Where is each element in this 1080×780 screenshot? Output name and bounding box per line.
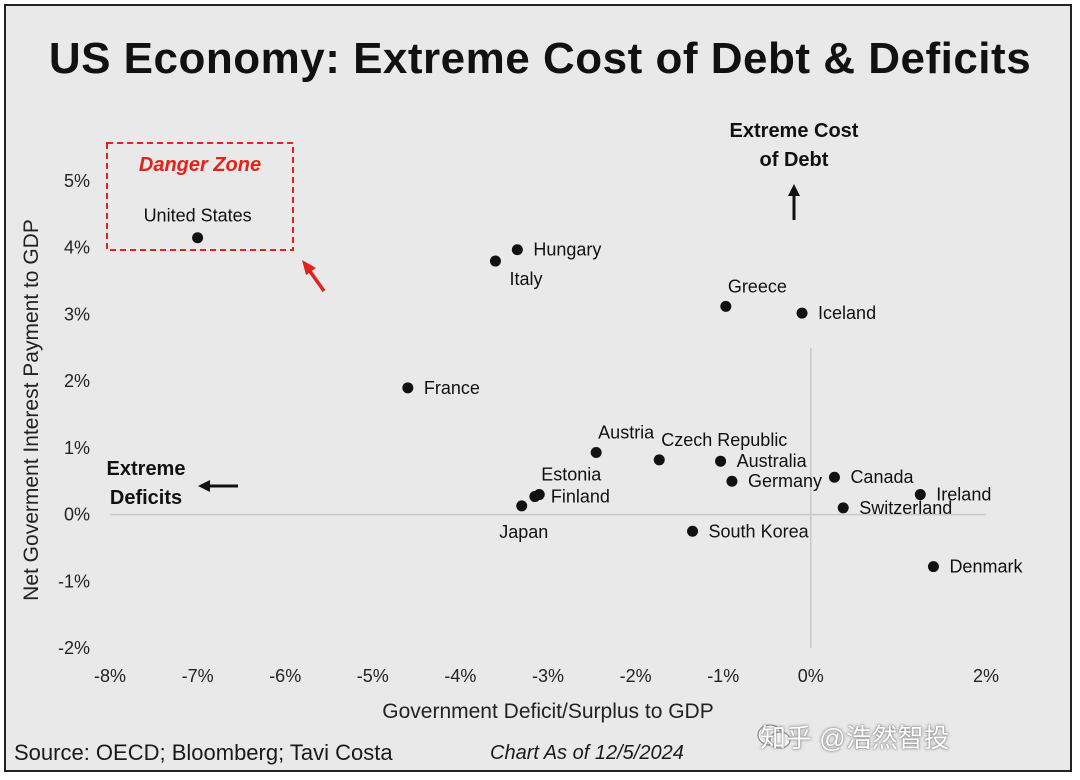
x-tick-label: 0% [798, 666, 824, 686]
label-denmark: Denmark [949, 557, 1023, 577]
chart-title: US Economy: Extreme Cost of Debt & Defic… [48, 34, 1032, 83]
chart-frame [4, 4, 1072, 772]
label-canada: Canada [850, 467, 914, 487]
label-czech-republic: Czech Republic [661, 430, 787, 450]
point-united-states [192, 232, 204, 244]
point-iceland [796, 307, 808, 319]
source-note: Source: OECD; Bloomberg; Tavi Costa [14, 740, 393, 765]
point-hungary [511, 244, 523, 256]
label-italy: Italy [509, 269, 542, 289]
point-denmark [927, 561, 939, 573]
y-tick-label: 0% [64, 505, 90, 525]
x-tick-label: -8% [94, 666, 126, 686]
label-austria: Austria [598, 423, 655, 443]
x-tick-label: -7% [182, 666, 214, 686]
data-points: United States Hungary Italy Greece Iceland Fr… [144, 206, 1024, 577]
label-greece: Greece [728, 276, 787, 296]
danger-arrow-head [302, 260, 316, 275]
point-canada [828, 471, 840, 483]
x-tick-label: 2% [973, 666, 999, 686]
left-arrow-head [198, 480, 210, 492]
point-france [402, 382, 414, 394]
x-axis-title: Government Deficit/Surplus to GDP [382, 700, 713, 723]
chart-date-note: Chart As of 12/5/2024 [490, 742, 684, 764]
extreme-cost-line1: Extreme Cost [730, 120, 859, 142]
y-tick-label: 1% [64, 438, 90, 458]
point-south-korea [687, 525, 699, 537]
y-tick-label: 4% [64, 238, 90, 258]
extreme-cost-line2: of Debt [760, 149, 829, 171]
label-japan: Japan [499, 522, 548, 542]
x-tick-label: -4% [444, 666, 476, 686]
point-switzerland [837, 502, 849, 514]
y-tick-label: 3% [64, 304, 90, 324]
watermark: 知乎 @浩然智投 [760, 723, 950, 753]
label-australia: Australia [737, 451, 808, 471]
point-australia [715, 455, 727, 467]
label-estonia: Estonia [541, 465, 602, 485]
point-czech-republic [653, 454, 665, 466]
label-south-korea: South Korea [709, 521, 810, 541]
point-germany [726, 475, 738, 487]
label-ireland: Ireland [936, 485, 991, 505]
y-tick-label: 2% [64, 371, 90, 391]
point-italy [489, 255, 501, 267]
danger-zone-box [106, 142, 294, 251]
extreme-deficits-line2: Deficits [110, 487, 182, 509]
watermark-chat-icon [757, 724, 791, 749]
x-tick-label: -1% [707, 666, 739, 686]
label-switzerland: Switzerland [859, 498, 952, 518]
x-tick-label: -5% [357, 666, 389, 686]
x-tick-label: -2% [620, 666, 652, 686]
point-finland [529, 491, 541, 503]
extreme-deficits-line1: Extreme [107, 458, 186, 480]
up-arrow-head [788, 184, 800, 196]
point-japan [516, 500, 528, 512]
label-united-states: United States [144, 206, 252, 226]
axis-ticks: -8% -7% -6% -5% -4% -3% -2% -1% 0% 2% 5% 4% 3% 2% 1% 0%… [58, 171, 999, 686]
point-ireland [914, 489, 926, 501]
y-tick-label: -2% [58, 638, 90, 658]
label-france: France [424, 378, 480, 398]
x-tick-label: -6% [269, 666, 301, 686]
danger-arrow-shaft [307, 268, 326, 293]
point-greece [720, 300, 732, 312]
x-tick-label: -3% [532, 666, 564, 686]
label-germany: Germany [748, 471, 822, 491]
y-tick-label: -1% [58, 571, 90, 591]
label-iceland: Iceland [818, 303, 876, 323]
y-tick-label: 5% [64, 171, 90, 191]
point-austria [590, 447, 602, 459]
danger-zone-label: Danger Zone [139, 154, 261, 176]
y-axis-title: Net Goverment Interest Payment to GDP [20, 219, 43, 601]
label-hungary: Hungary [533, 240, 601, 260]
label-finland: Finland [551, 487, 610, 507]
